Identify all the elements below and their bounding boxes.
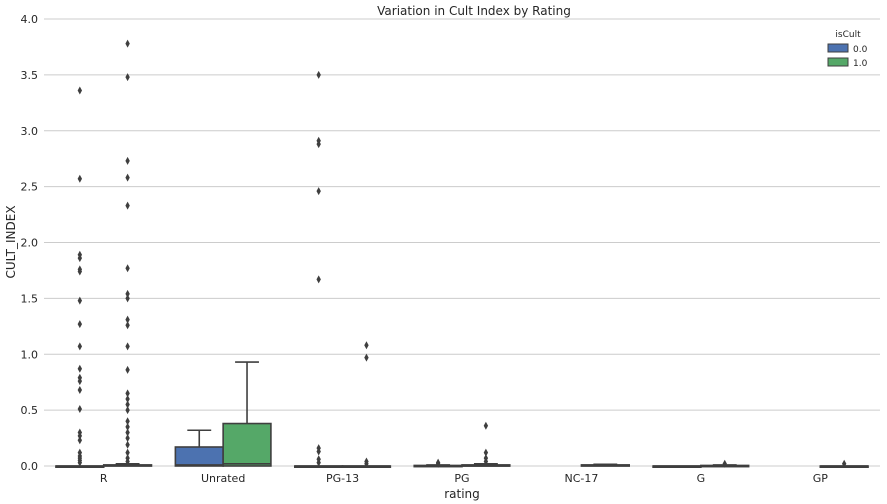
y-tick-label: 3.0 (21, 125, 39, 138)
box-plots (55, 39, 869, 469)
legend-title: isCult (835, 30, 861, 40)
outlier-point (125, 321, 130, 330)
outlier-point (125, 73, 130, 82)
box-0.0-G (652, 465, 702, 469)
outlier-point (125, 315, 130, 324)
x-tick-label: R (100, 472, 108, 485)
y-tick-label: 3.5 (21, 69, 39, 82)
legend-label: 1.0 (853, 59, 868, 69)
y-tick-label: 0.5 (21, 404, 39, 417)
outlier-point (125, 428, 130, 437)
outlier-point (722, 459, 727, 468)
box-body (174, 446, 224, 467)
legend-item: 0.0 (827, 43, 868, 55)
outlier-point (125, 294, 130, 303)
outlier-point (364, 353, 369, 362)
y-tick-label: 0.0 (21, 460, 39, 473)
y-tick-label: 2.5 (21, 181, 39, 194)
outlier-point (77, 296, 83, 305)
x-axis-label: rating (444, 487, 480, 501)
outlier-point (77, 86, 83, 95)
outlier-point (125, 406, 130, 415)
x-tick-label: PG (454, 472, 469, 485)
y-axis-label: CULT_INDEX (4, 205, 18, 278)
box-0.0-PG (413, 458, 463, 468)
legend-swatch (827, 43, 849, 53)
box-body (222, 422, 272, 467)
y-tick-labels: 0.0 0.5 1.0 1.5 2.0 2.5 3.0 3.5 4.0 (21, 13, 39, 473)
outlier-point (77, 364, 83, 373)
outlier-point (483, 448, 489, 457)
outlier-point (77, 377, 83, 386)
y-tick-label: 1.5 (21, 292, 39, 305)
outlier-point (125, 417, 130, 426)
box-1.0-GP (819, 459, 869, 469)
outlier-point (316, 458, 321, 467)
outlier-point (125, 422, 130, 431)
box-1.0-R (102, 39, 153, 467)
outlier-point (77, 254, 83, 263)
outlier-point (435, 459, 441, 468)
outlier-point (125, 365, 130, 374)
outlier-point (125, 289, 130, 298)
outlier-point (316, 70, 321, 79)
x-tick-label: GP (813, 472, 829, 485)
outlier-point (364, 341, 369, 350)
outlier-point (316, 140, 321, 149)
outlier-point (77, 174, 83, 183)
outlier-point (364, 459, 369, 468)
box-1.0-PG-13 (341, 341, 392, 469)
outlier-point (316, 447, 321, 456)
x-tick-label: Unrated (201, 472, 245, 485)
outlier-point (316, 187, 321, 196)
outlier-point (125, 400, 130, 409)
chart-title: Variation in Cult Index by Rating (377, 4, 571, 18)
outlier-point (841, 459, 847, 468)
legend-item: 1.0 (827, 57, 868, 69)
outlier-point (77, 458, 83, 467)
y-tick-label: 1.0 (21, 348, 39, 361)
outlier-point (77, 436, 83, 445)
outlier-point (125, 434, 130, 443)
outlier-point (483, 457, 489, 466)
outlier-point (125, 342, 130, 351)
outlier-point (125, 448, 130, 457)
x-tick-label: PG-13 (326, 472, 359, 485)
x-tick-label: NC-17 (564, 472, 598, 485)
outlier-point (125, 389, 130, 398)
outlier-point (125, 440, 130, 449)
y-tick-label: 2.0 (21, 237, 39, 250)
outlier-point (125, 201, 130, 210)
outlier-point (316, 275, 321, 284)
x-tick-label: G (697, 472, 706, 485)
box-1.0-NC-17 (580, 463, 631, 467)
outlier-point (125, 394, 130, 403)
outlier-point (77, 386, 83, 395)
box-1.0-G (700, 459, 750, 468)
outlier-point (125, 156, 130, 165)
x-tick-labels: R Unrated PG-13 PG NC-17 G GP (100, 472, 828, 485)
box-1.0-PG (461, 421, 511, 467)
outlier-point (77, 320, 83, 329)
legend-swatch (827, 57, 849, 67)
outlier-point (125, 457, 130, 466)
legend-label: 0.0 (853, 45, 868, 55)
outlier-point (77, 342, 83, 351)
y-tick-label: 4.0 (21, 13, 39, 26)
outlier-point (77, 267, 83, 276)
outlier-point (77, 405, 83, 414)
outlier-point (125, 39, 130, 48)
outlier-point (125, 173, 130, 182)
box-1.0-Unrated (222, 361, 272, 467)
outlier-point (483, 421, 489, 430)
outlier-point (77, 431, 83, 440)
legend: isCult 0.0 1.0 (827, 30, 868, 69)
outlier-point (125, 264, 130, 273)
